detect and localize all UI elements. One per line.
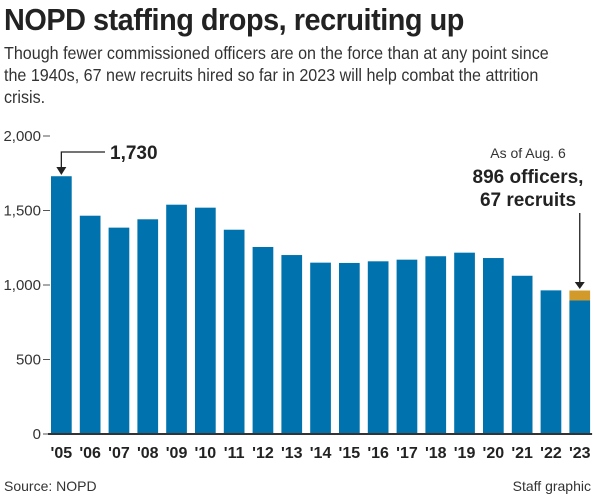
x-tick-label: '06: [79, 445, 101, 462]
officers-bar: [137, 219, 159, 434]
chart-subtitle: Though fewer commissioned officers are o…: [4, 43, 549, 107]
x-tick-label: '11: [224, 445, 245, 462]
x-tick-label: '18: [425, 445, 447, 462]
x-tick-label: '08: [137, 445, 159, 462]
officers-bar: [281, 255, 303, 434]
officers-bar: [310, 262, 331, 434]
credit-note: Staff graphic: [512, 478, 591, 494]
officers-bar: [339, 262, 360, 434]
x-tick-label: '22: [540, 445, 562, 462]
officers-bar: [367, 261, 389, 434]
officers-bar: [540, 290, 562, 434]
officers-bar: [252, 247, 274, 434]
x-tick-label: '09: [166, 445, 188, 462]
arrow-head-icon: [56, 167, 67, 175]
x-tick-label: '16: [367, 445, 389, 462]
y-tick-label: 1,500: [3, 203, 41, 220]
source-note: Source: NOPD: [4, 478, 97, 494]
x-tick-label: '12: [252, 445, 274, 462]
officers-bar: [569, 300, 591, 434]
x-tick-label: '15: [339, 445, 361, 462]
x-tick-label: '13: [281, 445, 303, 462]
x-tick-label: '10: [195, 445, 217, 462]
asof-label: As of Aug. 6: [490, 145, 566, 161]
x-tick-label: '21: [511, 445, 533, 462]
officers-bar: [195, 207, 216, 434]
y-tick-label: 500: [16, 352, 41, 369]
officers-bar: [511, 275, 533, 434]
officers-bar: [79, 215, 101, 434]
officers-bar: [51, 176, 72, 435]
chart-title: NOPD staffing drops, recruiting up: [4, 2, 464, 37]
x-tick-label: '07: [108, 445, 130, 462]
x-tick-label: '20: [483, 445, 505, 462]
y-tick-label: 1,000: [3, 277, 41, 294]
officers-bar: [454, 252, 475, 434]
y-tick-label: 0: [33, 426, 41, 443]
peak-label: 1,730: [110, 143, 158, 164]
recruits-bar: [569, 290, 591, 301]
x-tick-label: '05: [51, 445, 73, 462]
officers-bar: [166, 204, 187, 434]
y-tick-label: 2,000: [3, 128, 41, 145]
officers-bar: [425, 256, 447, 434]
arrow-head-icon: [574, 282, 585, 289]
officers-bar: [108, 227, 130, 434]
officers-bar: [483, 258, 504, 434]
peak-arrow: [60, 151, 105, 172]
x-tick-label: '23: [569, 445, 591, 462]
x-tick-label: '14: [310, 445, 332, 462]
officers-bar: [396, 259, 418, 434]
officers-bar: [223, 229, 245, 434]
last-label-line1: 896 officers,: [473, 167, 584, 188]
last-label-line2: 67 recruits: [480, 190, 576, 211]
x-tick-label: '19: [454, 445, 476, 462]
x-tick-label: '17: [396, 445, 418, 462]
